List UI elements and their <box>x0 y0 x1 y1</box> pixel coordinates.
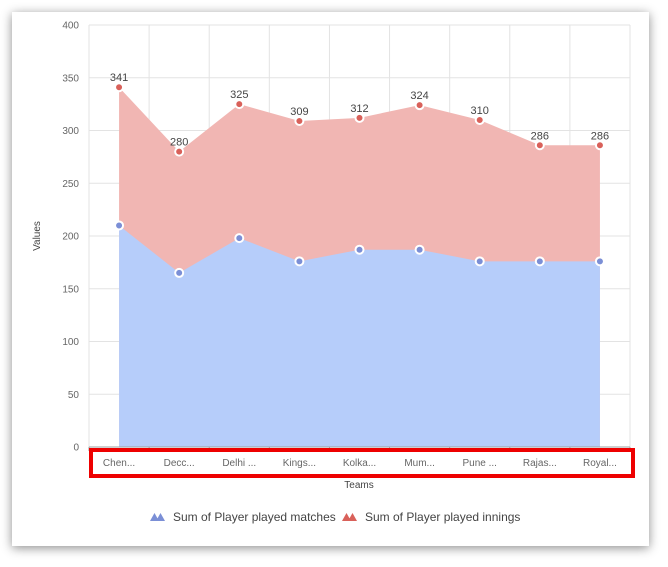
x-tick-label: Royal... <box>583 458 617 469</box>
data-label: 312 <box>350 103 368 115</box>
data-label: 325 <box>230 89 248 101</box>
marker-matches[interactable] <box>594 256 605 267</box>
marker-innings[interactable] <box>354 112 365 123</box>
x-tick-label: Mum... <box>404 458 435 469</box>
x-tick-label: Pune ... <box>462 458 496 469</box>
legend-item-matches[interactable]: Sum of Player played matches <box>150 510 336 524</box>
marker-matches[interactable] <box>234 233 245 244</box>
legend-swatch-icon <box>342 513 351 521</box>
data-label: 309 <box>290 106 308 118</box>
y-tick-label: 250 <box>62 179 79 190</box>
data-label: 286 <box>531 130 549 142</box>
legend-swatch-icon <box>150 513 159 521</box>
y-tick-label: 350 <box>62 73 79 84</box>
data-label: 286 <box>591 130 609 142</box>
marker-matches[interactable] <box>294 256 305 267</box>
x-tick-label: Kings... <box>283 458 316 469</box>
marker-matches[interactable] <box>414 244 425 255</box>
y-tick-label: 50 <box>68 390 80 401</box>
marker-matches[interactable] <box>114 220 125 231</box>
marker-matches[interactable] <box>474 256 485 267</box>
legend-label: Sum of Player played matches <box>173 510 336 524</box>
x-tick-label: Decc... <box>164 458 195 469</box>
y-tick-label: 150 <box>62 284 79 295</box>
area-series-matches <box>119 225 600 447</box>
data-label: 324 <box>410 90 428 102</box>
series-markers <box>114 82 605 278</box>
y-axis-title: Values <box>32 221 43 251</box>
x-tick-labels: Chen... Decc... Delhi ... Kings... Kolka... M… <box>103 458 617 469</box>
marker-innings[interactable] <box>174 146 185 157</box>
marker-matches[interactable] <box>174 267 185 278</box>
legend[interactable]: Sum of Player played matches Sum of Playe… <box>150 510 520 524</box>
marker-innings[interactable] <box>114 82 125 93</box>
series-areas <box>119 87 600 447</box>
highlight-box <box>89 448 635 478</box>
y-tick-label: 300 <box>62 126 79 137</box>
legend-label: Sum of Player played innings <box>365 510 520 524</box>
marker-matches[interactable] <box>354 244 365 255</box>
y-tick-label: 200 <box>62 232 79 243</box>
x-tick-label: Kolka... <box>343 458 376 469</box>
legend-swatch-icon <box>156 513 165 521</box>
marker-innings[interactable] <box>294 116 305 127</box>
x-tick-label: Delhi ... <box>222 458 256 469</box>
data-labels: 341 280 325 309 312 324 310 286 286 <box>110 72 609 148</box>
marker-innings[interactable] <box>414 100 425 111</box>
y-tick-label: 100 <box>62 337 79 348</box>
marker-innings[interactable] <box>234 99 245 110</box>
y-tick-label: 0 <box>73 443 79 454</box>
y-tick-label: 400 <box>62 21 79 32</box>
marker-innings[interactable] <box>594 140 605 151</box>
marker-innings[interactable] <box>534 140 545 151</box>
marker-matches[interactable] <box>534 256 545 267</box>
marker-innings[interactable] <box>474 114 485 125</box>
data-label: 341 <box>110 72 128 84</box>
x-axis-title: Teams <box>344 480 373 491</box>
legend-swatch-icon <box>348 513 357 521</box>
x-tick-label: Rajas... <box>523 458 557 469</box>
y-tick-labels: 0 50 100 150 200 250 300 350 400 <box>62 21 79 454</box>
legend-item-innings[interactable]: Sum of Player played innings <box>342 510 520 524</box>
data-label: 310 <box>471 105 489 117</box>
x-tick-label: Chen... <box>103 458 135 469</box>
data-label: 280 <box>170 137 188 149</box>
